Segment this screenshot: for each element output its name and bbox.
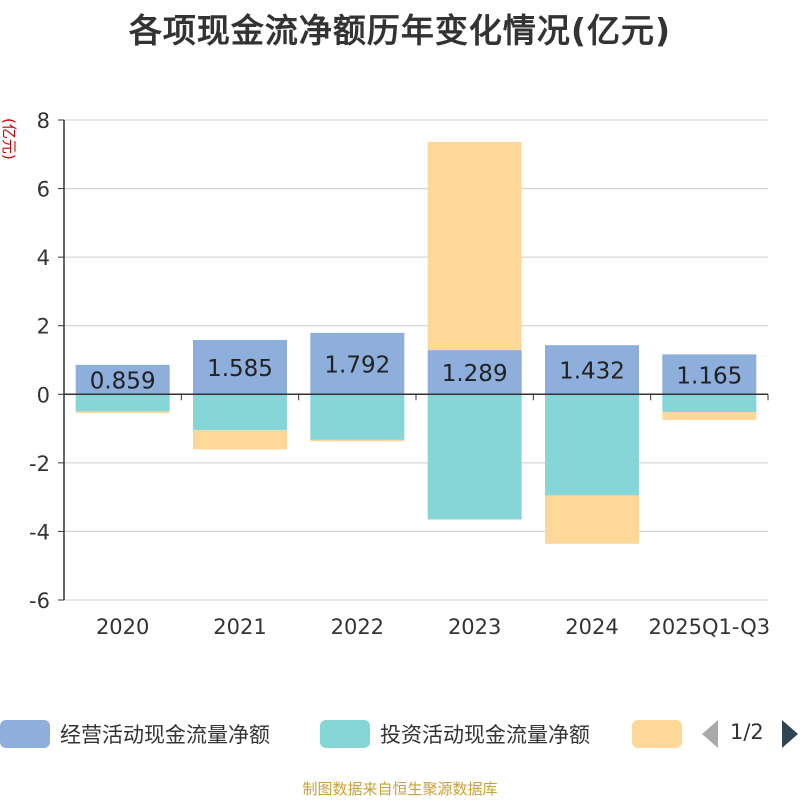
- bar-financing: [310, 439, 405, 442]
- y-tick-label: -6: [29, 589, 50, 613]
- data-source: 制图数据来自恒生聚源数据库: [302, 780, 498, 798]
- chart-title: 各项现金流净额历年变化情况(亿元): [128, 11, 672, 50]
- y-tick-label: -4: [29, 520, 50, 544]
- x-tick-label: 2021: [213, 615, 266, 639]
- legend-swatch-investing: [320, 720, 370, 748]
- legend-swatch-financing: [632, 720, 682, 748]
- x-tick-label: 2022: [331, 615, 384, 639]
- legend: 经营活动现金流量净额 投资活动现金流量净额 1/2: [0, 712, 800, 756]
- bar-operating: [427, 350, 522, 395]
- data-label: 1.792: [324, 353, 390, 379]
- bar-operating: [310, 332, 405, 395]
- legend-item-investing[interactable]: 投资活动现金流量净额: [320, 718, 590, 750]
- bar-financing: [545, 495, 639, 544]
- bar-operating: [545, 345, 639, 395]
- bar-financing: [193, 430, 287, 450]
- legend-page-indicator: 1/2: [730, 720, 764, 744]
- x-tick-label: 2023: [448, 615, 501, 639]
- bar-investing: [193, 394, 287, 431]
- bar-investing: [545, 394, 639, 496]
- data-label: 1.165: [676, 363, 742, 389]
- bar-operating: [193, 339, 287, 395]
- bar-investing: [75, 394, 170, 412]
- bar-financing: [662, 412, 757, 420]
- bar-operating: [75, 364, 170, 395]
- y-tick-label: 4: [37, 246, 50, 270]
- legend-label-investing: 投资活动现金流量净额: [380, 723, 590, 747]
- bar-investing: [310, 394, 405, 440]
- x-tick-label: 2020: [96, 615, 149, 639]
- y-tick-label: -2: [29, 452, 50, 476]
- y-tick-label: 0: [37, 383, 50, 407]
- legend-item-financing[interactable]: [632, 718, 692, 750]
- prev-page-icon[interactable]: [702, 720, 718, 748]
- bar-financing: [75, 411, 170, 414]
- x-tick-label: 2025Q1-Q3: [649, 615, 771, 639]
- data-label: 0.859: [90, 369, 156, 395]
- bar-operating: [662, 354, 757, 395]
- bar-investing: [662, 394, 757, 413]
- legend-pager: 1/2: [700, 718, 800, 750]
- cashflow-chart: -6 -4 -2 0 2 4 6 8 (亿元) 0.859 2020 1.585 2021 1.792 20…: [0, 109, 771, 639]
- legend-label-operating: 经营活动现金流量净额: [60, 723, 270, 747]
- bar-investing: [427, 394, 522, 520]
- data-label: 1.289: [442, 361, 508, 387]
- legend-item-operating[interactable]: 经营活动现金流量净额: [0, 718, 270, 750]
- bar-financing: [427, 141, 522, 351]
- data-label: 1.432: [559, 359, 625, 385]
- x-tick-label: 2024: [565, 615, 618, 639]
- y-tick-label: 2: [37, 315, 50, 339]
- y-axis-label: (亿元): [0, 118, 18, 160]
- next-page-icon[interactable]: [782, 720, 798, 748]
- y-tick-label: 8: [37, 109, 50, 133]
- y-tick-label: 6: [37, 178, 50, 202]
- data-label: 1.585: [207, 356, 273, 382]
- legend-swatch-operating: [0, 720, 50, 748]
